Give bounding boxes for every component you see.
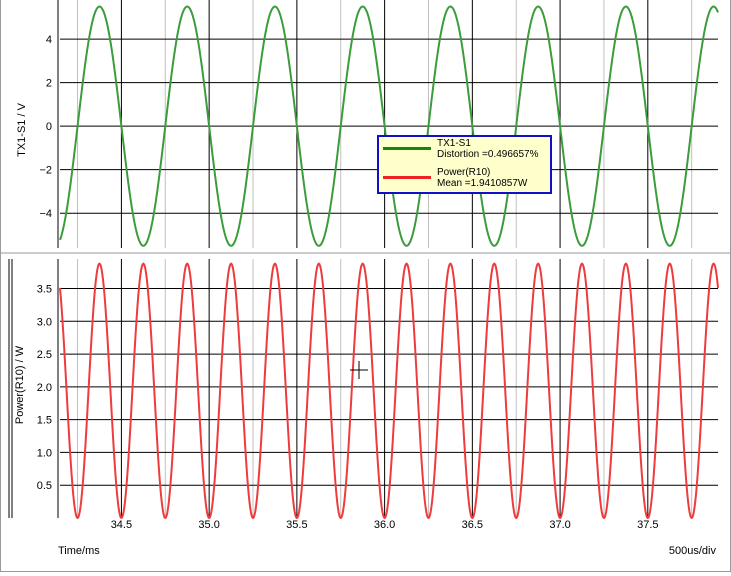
legend-swatch-tx1-s1 [383,147,431,150]
x-axis: 34.5 35.0 35.5 36.0 36.5 37.0 37.5 [111,519,659,531]
bottom-y-tick-label: 1.5 [37,415,52,427]
x-tick-label: 37.0 [549,519,570,531]
bottom-y-tick-label: 2.0 [37,382,52,394]
top-panel-grid [60,0,718,248]
x-tick-label: 35.5 [286,519,307,531]
panel-frames [1,0,730,518]
top-y-tick-label: −4 [39,208,52,220]
bottom-y-axis-label: Power(R10) / W [14,345,26,424]
legend-distortion-tx1-s1: Distortion =0.496657% [437,149,539,160]
top-y-tick-label: −2 [39,165,52,177]
x-tick-label: 36.5 [462,519,483,531]
bottom-y-tick-label: 3.5 [37,284,52,296]
legend-swatch-power-r10 [383,176,431,179]
top-y-axis-label: TX1-S1 / V [16,102,28,156]
legend-name-power-r10: Power(R10) [437,167,491,178]
timebase-label: 500us/div [668,545,716,557]
series-line-power-r10[interactable] [59,262,719,519]
top-y-tick-label: 4 [46,34,52,46]
legend-mean-power-r10: Mean =1.9410857W [437,178,528,189]
bottom-y-tick-label: 2.5 [37,349,52,361]
bottom-y-tick-label: 1.0 [37,447,52,459]
x-tick-label: 35.0 [198,519,219,531]
x-tick-label: 37.5 [637,519,658,531]
x-axis-unit-label: Time/ms [58,545,100,557]
bottom-panel-y-axis: 3.5 3.0 2.5 2.0 1.5 1.0 0.5 [37,284,52,493]
x-tick-label: 34.5 [111,519,132,531]
crosshair-cursor [350,361,368,379]
top-panel-y-axis: 4 2 0 −2 −4 [39,34,52,220]
bottom-y-tick-label: 3.0 [37,316,52,328]
top-y-tick-label: 2 [46,78,52,90]
top-y-tick-label: 0 [46,121,52,133]
legend-name-tx1-s1: TX1-S1 [437,138,471,149]
x-tick-label: 36.0 [374,519,395,531]
bottom-panel-series[interactable] [59,262,719,519]
legend[interactable]: TX1-S1 Distortion =0.496657% Power(R10) … [377,135,552,194]
bottom-y-tick-label: 0.5 [37,480,52,492]
